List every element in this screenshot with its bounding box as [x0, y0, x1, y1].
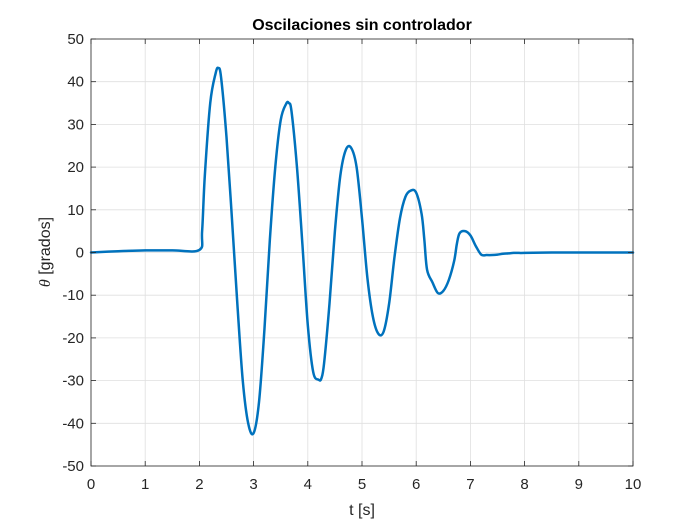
x-tick-label: 3 — [249, 476, 257, 493]
y-tick-label: -10 — [62, 287, 84, 304]
chart-title: Oscilaciones sin controlador — [252, 17, 472, 34]
x-tick-label: 7 — [466, 476, 474, 493]
x-tick-label: 4 — [304, 476, 312, 493]
x-tick-label: 8 — [520, 476, 528, 493]
x-axis-label: t [s] — [349, 502, 375, 519]
x-tick-labels: 0 1 2 3 4 5 6 7 8 9 10 — [87, 476, 642, 493]
ticks — [90, 38, 634, 467]
x-tick-label: 1 — [141, 476, 149, 493]
x-tick-label: 10 — [625, 476, 642, 493]
y-tick-label: 0 — [76, 245, 84, 262]
y-tick-label: 30 — [67, 116, 84, 133]
y-axis-label: θ [grados] — [37, 217, 54, 287]
y-tick-label: -50 — [62, 458, 84, 475]
y-axis-label-symbol: θ — [37, 279, 54, 287]
y-tick-labels: -50 -40 -30 -20 -10 0 10 20 30 40 50 — [62, 31, 84, 475]
data-line-group — [89, 66, 635, 436]
x-tick-label: 5 — [358, 476, 366, 493]
y-tick-label: 40 — [67, 74, 84, 91]
y-tick-label: 20 — [67, 159, 84, 176]
x-tick-label: 6 — [412, 476, 420, 493]
x-tick-label: 9 — [575, 476, 583, 493]
x-tick-label: 2 — [195, 476, 203, 493]
y-tick-label: -30 — [62, 373, 84, 390]
x-tick-label: 0 — [87, 476, 95, 493]
y-tick-label: -20 — [62, 330, 84, 347]
y-tick-label: 10 — [67, 202, 84, 219]
theta-series-line — [89, 66, 635, 436]
y-tick-label: 50 — [67, 31, 84, 48]
y-axis-label-text: [grados] — [37, 217, 54, 279]
y-tick-label: -40 — [62, 415, 84, 432]
